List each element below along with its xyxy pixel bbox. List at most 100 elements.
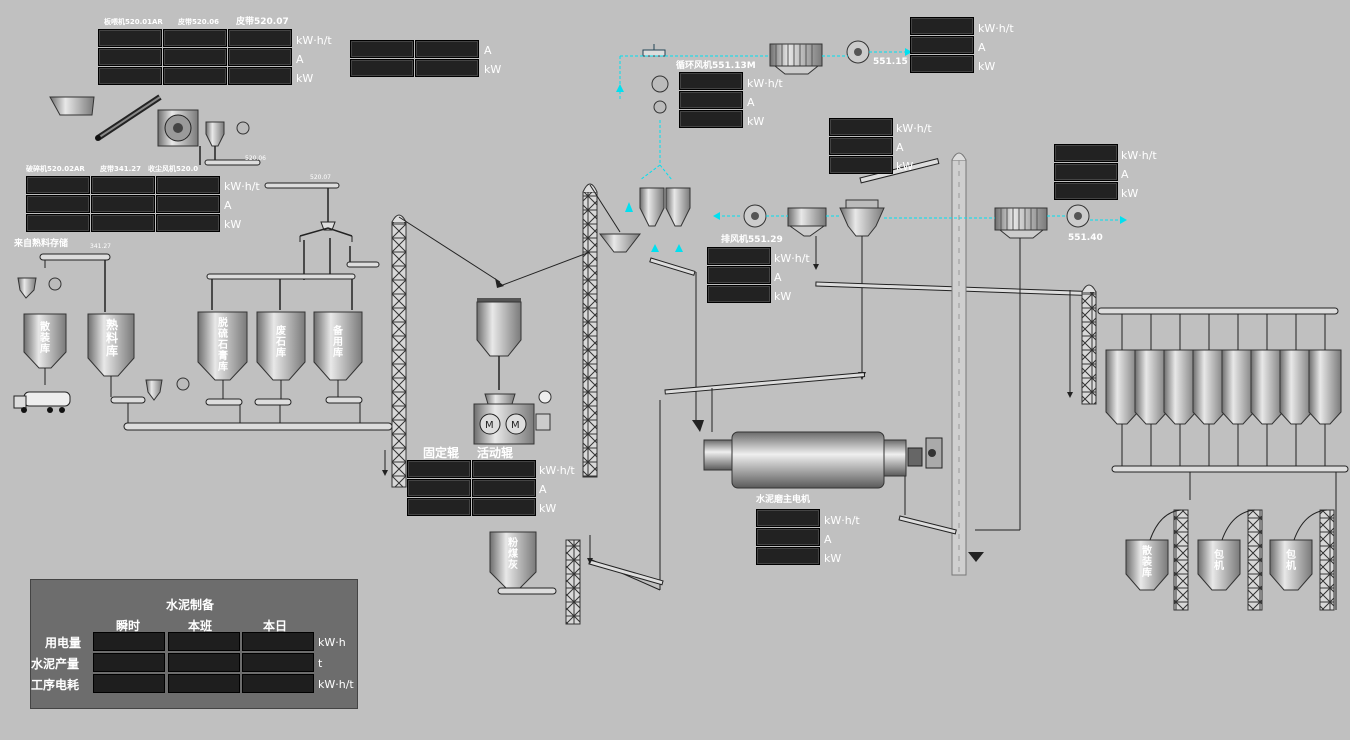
valve-top	[642, 44, 666, 57]
value-cell	[98, 29, 162, 47]
value-cell	[910, 17, 974, 35]
powder-separator-2	[839, 199, 885, 237]
label-fan-551-40: 551.40	[1068, 233, 1103, 243]
value-cell	[26, 176, 90, 194]
label-apron-feeder: 板喂机520.01AR	[104, 18, 163, 26]
air-flow-arrows	[616, 48, 1127, 252]
col-instant: 瞬时	[116, 619, 141, 633]
small-collector-2	[145, 377, 190, 401]
unit-kw: kW	[774, 290, 792, 303]
unit-kw: kW	[539, 502, 557, 515]
fan-551-40	[1066, 204, 1090, 228]
unit-amp: A	[224, 199, 232, 212]
cement-mill	[703, 431, 943, 489]
value-cell	[163, 67, 227, 85]
bucket-elevator-2	[582, 183, 598, 478]
value-cell	[415, 59, 479, 77]
value-cell	[168, 653, 240, 672]
powder-separator	[787, 207, 827, 237]
label-moving-roller: 活动辊	[477, 446, 514, 460]
belt-520-07	[264, 182, 340, 189]
main-collecting-belt	[123, 422, 393, 431]
unit-kwh-t: kW·h/t	[224, 180, 260, 193]
unit-kw: kW	[1121, 187, 1139, 200]
silo-label-pack1: 包机	[1214, 550, 1224, 572]
v-separator	[598, 233, 642, 253]
unit-kw: kW	[824, 552, 842, 565]
silo-label-waste-stone: 废石库	[276, 326, 286, 359]
value-cell	[91, 214, 155, 232]
value-cell	[98, 48, 162, 66]
unit-amp: A	[1121, 168, 1129, 181]
small-collector	[17, 277, 62, 299]
value-cell	[472, 498, 536, 516]
value-cell	[242, 674, 314, 693]
silo-clinker	[87, 313, 135, 377]
summary-panel: 水泥制备 瞬时 本班 本日 用电量 kW·h 水泥产量 t 工序电耗 kW·h/…	[30, 579, 358, 709]
value-cell	[472, 460, 536, 478]
value-cell	[163, 29, 227, 47]
circulation-fan	[651, 75, 669, 114]
silo-waste-stone	[256, 311, 306, 381]
bulk-truck	[13, 391, 71, 413]
row-power: 用电量	[45, 636, 82, 650]
value-cell	[350, 40, 414, 58]
unit-amp: A	[484, 44, 492, 57]
silo-label-bulk-left: 散装库	[40, 322, 50, 355]
silo-label-fly-ash: 粉煤灰	[508, 538, 518, 571]
value-cell	[350, 59, 414, 77]
value-cell	[1054, 144, 1118, 162]
air-flow-lines	[619, 51, 1120, 221]
value-cell	[407, 479, 471, 497]
unit-kw: kW	[224, 218, 242, 231]
value-cell	[228, 67, 292, 85]
label-exhaust-fan: 排风机551.29	[721, 235, 783, 245]
value-cell	[679, 110, 743, 128]
value-cell	[163, 48, 227, 66]
label-belt-52007: 520.07	[310, 174, 331, 181]
value-cell	[707, 285, 771, 303]
unit-amp: A	[747, 96, 755, 109]
unit-kw: kW	[896, 160, 914, 173]
label-belt-52006: 520.06	[245, 155, 266, 162]
value-cell	[93, 674, 165, 693]
value-cell	[91, 195, 155, 213]
bucket-elevator-4	[565, 539, 581, 625]
fan-551-15	[846, 40, 870, 64]
value-cell	[829, 137, 893, 155]
value-cell	[910, 55, 974, 73]
value-cell	[156, 176, 220, 194]
unit-amp: A	[824, 533, 832, 546]
unit-amp: A	[896, 141, 904, 154]
value-cell	[910, 36, 974, 54]
value-cell	[242, 653, 314, 672]
unit-kwh: kW·h	[318, 636, 346, 649]
bag-filter-top	[769, 43, 823, 75]
bag-filter-right	[994, 207, 1048, 239]
col-day: 本日	[263, 619, 288, 633]
value-cell	[228, 48, 292, 66]
value-cell	[707, 266, 771, 284]
dust-collector	[205, 121, 250, 147]
value-cell	[98, 67, 162, 85]
value-cell	[756, 547, 820, 565]
value-cell	[756, 528, 820, 546]
unit-kw: kW	[484, 63, 502, 76]
label-belt-520-07: 皮带520.07	[236, 17, 289, 27]
row-consumption: 工序电耗	[31, 678, 80, 692]
silo-gypsum	[197, 311, 248, 381]
col-shift: 本班	[188, 619, 213, 633]
unit-kwh-t: kW·h/t	[747, 77, 783, 90]
summary-title: 水泥制备	[166, 598, 215, 612]
row-output: 水泥产量	[31, 657, 80, 671]
label-dust-fan: 收尘风机520.0	[148, 165, 199, 173]
unit-kw: kW	[978, 60, 996, 73]
unit-kw: kW	[296, 72, 314, 85]
label-fan-551-15: 551.15	[873, 57, 908, 67]
pack-silos	[1125, 539, 1313, 591]
value-cell	[242, 632, 314, 651]
cement-silos-row	[1105, 349, 1342, 425]
unit-kwh-t: kW·h/t	[1121, 149, 1157, 162]
value-cell	[156, 195, 220, 213]
roller-press: M M	[473, 390, 552, 445]
